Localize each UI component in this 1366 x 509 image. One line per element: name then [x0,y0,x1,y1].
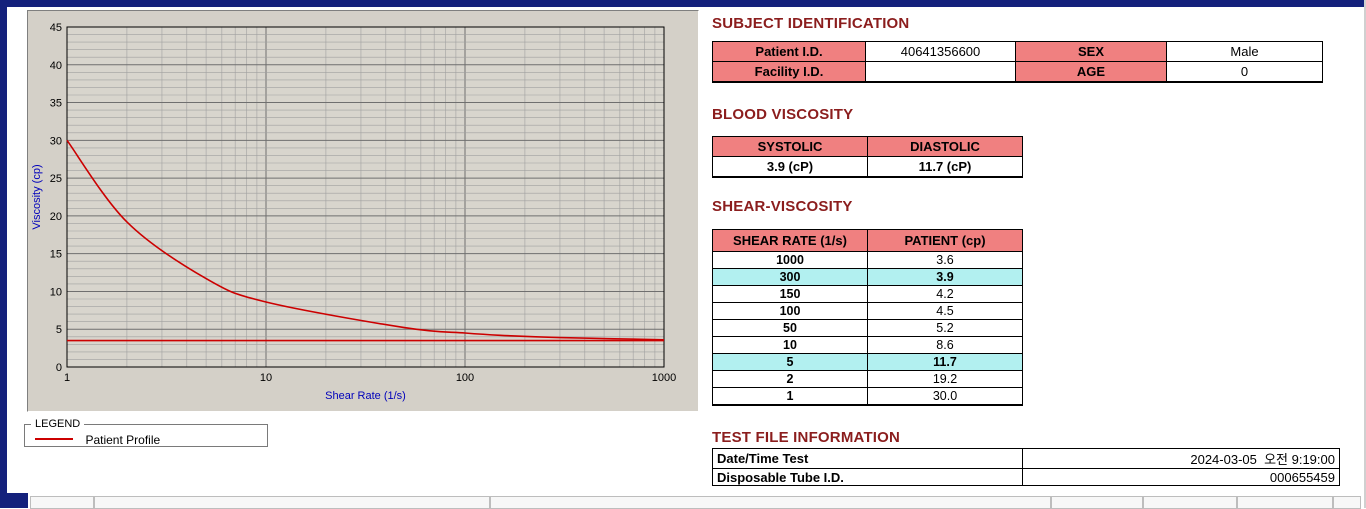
svg-text:1000: 1000 [652,372,676,384]
shear-rate-header: SHEAR RATE (1/s) [712,229,868,252]
patient-cp-cell: 19.2 [867,370,1023,388]
legend-box: LEGEND Patient Profile [24,418,268,447]
patient-cp-cell: 4.5 [867,302,1023,320]
viscosity-chart: 1 10 100 1000 0 5 10 15 20 25 30 35 40 45 Shear Rate (… [31,22,676,402]
chart-panel: 1 10 100 1000 0 5 10 15 20 25 30 35 40 45 Shear Rate (… [27,10,699,412]
shear-rate-cell: 1 [712,387,868,406]
patient-id-value: 40641356600 [865,41,1016,62]
svg-text:Viscosity (cp): Viscosity (cp) [31,164,43,229]
svg-text:40: 40 [50,60,62,72]
diastolic-header: DIASTOLIC [867,136,1023,157]
taskbar-segment[interactable] [1237,496,1333,509]
patient-id-label: Patient I.D. [712,41,866,62]
diastolic-value: 11.7 (cP) [867,156,1023,178]
shear-viscosity-table: SHEAR RATE (1/s) PATIENT (cp) 1000 3.6 300… [712,229,1023,406]
svg-text:100: 100 [456,372,474,384]
systolic-header: SYSTOLIC [712,136,868,157]
shear-rate-cell: 2 [712,370,868,388]
patient-cp-cell: 30.0 [867,387,1023,406]
svg-text:0: 0 [56,362,62,374]
patient-cp-cell: 3.9 [867,268,1023,286]
patient-cp-cell: 11.7 [867,353,1023,371]
legend-line-sample [35,437,73,440]
taskbar-segment[interactable] [30,496,94,509]
taskbar-segment[interactable] [1051,496,1143,509]
legend-title: LEGEND [35,418,81,430]
table-row: 3.9 (cP) 11.7 (cP) [712,156,1023,178]
shear-rate-cell: 300 [712,268,868,286]
subject-identification-heading: SUBJECT IDENTIFICATION [712,15,910,32]
date-time-test-value: 2024-03-05 오전 9:19:00 [1022,448,1340,469]
table-row: Disposable Tube I.D. 000655459 [712,468,1340,486]
svg-text:15: 15 [50,249,62,261]
shear-rate-cell: 150 [712,285,868,303]
svg-text:10: 10 [260,372,272,384]
svg-text:45: 45 [50,22,62,34]
test-file-information-table: Date/Time Test 2024-03-05 오전 9:19:00 Dis… [712,448,1340,486]
patient-cp-cell: 3.6 [867,251,1023,269]
svg-text:1: 1 [64,372,70,384]
shear-rate-cell: 1000 [712,251,868,269]
age-label: AGE [1015,61,1167,83]
facility-id-label: Facility I.D. [712,61,866,83]
svg-text:10: 10 [50,286,62,298]
patient-cp-cell: 4.2 [867,285,1023,303]
table-row: Facility I.D. AGE 0 [712,61,1323,83]
shear-viscosity-heading: SHEAR-VISCOSITY [712,198,853,215]
window-frame-right [1364,0,1366,508]
shear-row[interactable]: 1000 3.6 [712,251,1023,269]
svg-text:20: 20 [50,211,62,223]
table-row: SHEAR RATE (1/s) PATIENT (cp) [712,229,1023,252]
svg-text:35: 35 [50,98,62,110]
table-row: SYSTOLIC DIASTOLIC [712,136,1023,157]
shear-row[interactable]: 50 5.2 [712,319,1023,337]
shear-table-body: 1000 3.6 300 3.9 150 4.2 100 4.5 50 5.2 10 8.6 5 11.7… [712,251,1023,406]
svg-text:30: 30 [50,135,62,147]
patient-cp-cell: 8.6 [867,336,1023,354]
shear-rate-cell: 5 [712,353,868,371]
disposable-tube-id-value: 000655459 [1022,468,1340,486]
taskbar-segment[interactable] [94,496,490,509]
facility-id-value [865,61,1016,83]
shear-rate-cell: 100 [712,302,868,320]
patient-cp-header: PATIENT (cp) [867,229,1023,252]
table-row: Patient I.D. 40641356600 SEX Male [712,41,1323,62]
taskbar-segment[interactable] [1333,496,1361,509]
table-row: Date/Time Test 2024-03-05 오전 9:19:00 [712,448,1340,469]
sex-label: SEX [1015,41,1167,62]
shear-row[interactable]: 2 19.2 [712,370,1023,388]
shear-row[interactable]: 1 30.0 [712,387,1023,406]
test-file-information-heading: TEST FILE INFORMATION [712,429,901,446]
date-time-test-label: Date/Time Test [712,448,1023,469]
sex-value: Male [1166,41,1323,62]
taskbar-segment[interactable] [490,496,1051,509]
age-value: 0 [1166,61,1323,83]
shear-row[interactable]: 150 4.2 [712,285,1023,303]
blood-viscosity-table: SYSTOLIC DIASTOLIC 3.9 (cP) 11.7 (cP) [712,136,1023,178]
shear-rate-cell: 10 [712,336,868,354]
shear-rate-cell: 50 [712,319,868,337]
patient-cp-cell: 5.2 [867,319,1023,337]
window-frame-top [0,0,1366,7]
window-frame-corner [0,493,28,508]
svg-text:Shear Rate (1/s): Shear Rate (1/s) [325,390,406,402]
subject-identification-table: Patient I.D. 40641356600 SEX Male Facili… [712,41,1323,83]
shear-row[interactable]: 10 8.6 [712,336,1023,354]
systolic-value: 3.9 (cP) [712,156,868,178]
shear-row[interactable]: 5 11.7 [712,353,1023,371]
taskbar-segment[interactable] [1143,496,1237,509]
blood-viscosity-heading: BLOOD VISCOSITY [712,106,854,123]
shear-row[interactable]: 100 4.5 [712,302,1023,320]
svg-text:25: 25 [50,173,62,185]
window-frame-left [0,0,7,508]
legend-series-label: Patient Profile [85,432,161,447]
svg-text:5: 5 [56,324,62,336]
disposable-tube-id-label: Disposable Tube I.D. [712,468,1023,486]
shear-row[interactable]: 300 3.9 [712,268,1023,286]
